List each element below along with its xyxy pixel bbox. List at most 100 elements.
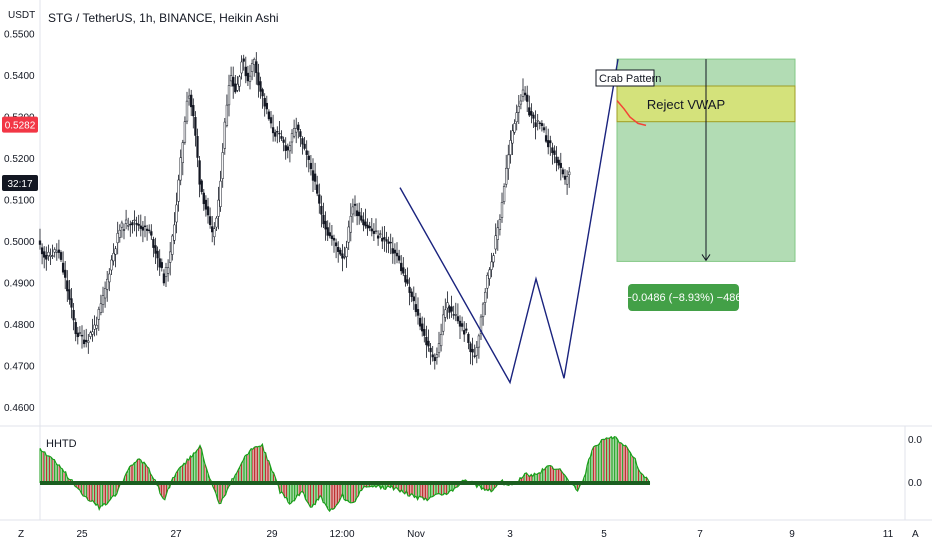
candle-body (196, 136, 199, 158)
y-tick-label: 0.5000 (4, 237, 35, 248)
candle-body (549, 140, 552, 144)
candle-body (55, 250, 58, 253)
candle-body (154, 245, 157, 254)
candle-body (232, 77, 235, 87)
candle-body (263, 97, 266, 107)
auto-scale-icon[interactable]: A (912, 529, 919, 540)
candle-body (133, 219, 136, 222)
candle-body (385, 239, 388, 242)
x-tick-label: 25 (76, 529, 88, 540)
candle-body (318, 194, 321, 204)
candle-body (169, 251, 172, 263)
candle-body (297, 124, 300, 131)
candle-body (507, 154, 510, 169)
candle-body (442, 314, 445, 332)
candle-body (456, 316, 460, 322)
candle-body (339, 249, 342, 255)
candle-body (454, 314, 457, 316)
candle-body (141, 226, 145, 231)
candle-body (211, 226, 214, 233)
candle-body (248, 75, 252, 82)
candle-body (122, 229, 126, 231)
candle-body (532, 114, 535, 119)
candle-body (181, 142, 184, 163)
candle-body (505, 167, 508, 185)
candle-body (347, 226, 350, 243)
candle-body (544, 135, 548, 142)
candle-body (368, 225, 371, 229)
candle-body (473, 355, 476, 357)
candle-body (303, 143, 306, 149)
harmonic-pattern-drawing[interactable] (399, 58, 647, 385)
candle-body (427, 340, 430, 347)
x-tick-label: 11 (883, 529, 894, 540)
candle-body (553, 150, 556, 155)
candle-body (452, 314, 455, 316)
candle-body (267, 111, 271, 120)
candle-body (490, 261, 493, 270)
candle-body (265, 102, 268, 110)
candle-body (408, 286, 411, 293)
candle-body (150, 231, 153, 236)
candles (38, 52, 571, 370)
candle-body (557, 159, 560, 166)
candle-body (383, 237, 386, 240)
candle-body (43, 251, 46, 258)
last-price-label: 0.5282 (5, 121, 36, 132)
candle-body (324, 220, 327, 230)
candle-body (488, 269, 491, 279)
candle-body (112, 253, 115, 262)
short-position-tool[interactable] (616, 58, 796, 262)
candle-body (152, 239, 155, 248)
candle-body (76, 332, 79, 338)
chart-title: STG / TetherUS, 1h, BINANCE, Heikin Ashi (48, 11, 279, 25)
candle-body (374, 230, 378, 232)
candle-body (519, 100, 523, 105)
candle-body (250, 63, 254, 72)
candle-body (179, 157, 182, 181)
candle-body (517, 105, 520, 113)
candle-body (204, 199, 208, 210)
last-price-badge (2, 116, 38, 133)
x-tick-label: 12:00 (329, 529, 354, 540)
candle-body (486, 275, 489, 289)
candle-body (236, 83, 239, 91)
candle-body (215, 217, 218, 228)
crab-pattern-label-box[interactable] (595, 69, 655, 87)
candle-body (242, 58, 245, 62)
y-tick-label: 0.5100 (4, 196, 35, 207)
indicator-name: HHTD (46, 438, 77, 450)
candle-body (370, 228, 373, 232)
candle-body (402, 267, 405, 274)
y-tick-label: 0.5400 (4, 71, 35, 82)
candle-body (219, 180, 222, 207)
candle-body (89, 332, 92, 337)
candle-body (290, 133, 294, 143)
candle-body (120, 222, 124, 228)
candle-body (255, 61, 258, 74)
candle-body (286, 146, 289, 151)
candle-body (341, 253, 344, 259)
candle-body (139, 225, 142, 229)
candle-body (129, 223, 132, 226)
candle-body (194, 117, 197, 136)
candle-body (208, 216, 212, 225)
candle-body (561, 169, 565, 175)
candle-body (269, 117, 273, 124)
candle-body (393, 249, 397, 254)
y-tick-label: 0.4800 (4, 320, 35, 331)
candle-body (74, 322, 77, 335)
candle-body (475, 347, 478, 356)
candle-body (244, 66, 247, 77)
candle-body (448, 306, 451, 313)
candle-body (253, 59, 256, 65)
candle-body (502, 186, 506, 202)
candle-body (93, 324, 96, 330)
candle-body (198, 160, 201, 185)
candle-body (358, 211, 361, 217)
candle-body (395, 252, 399, 257)
measure-label-box[interactable] (628, 284, 739, 311)
candle-body (173, 224, 176, 241)
zoom-toggle-icon[interactable]: Z (18, 529, 24, 540)
